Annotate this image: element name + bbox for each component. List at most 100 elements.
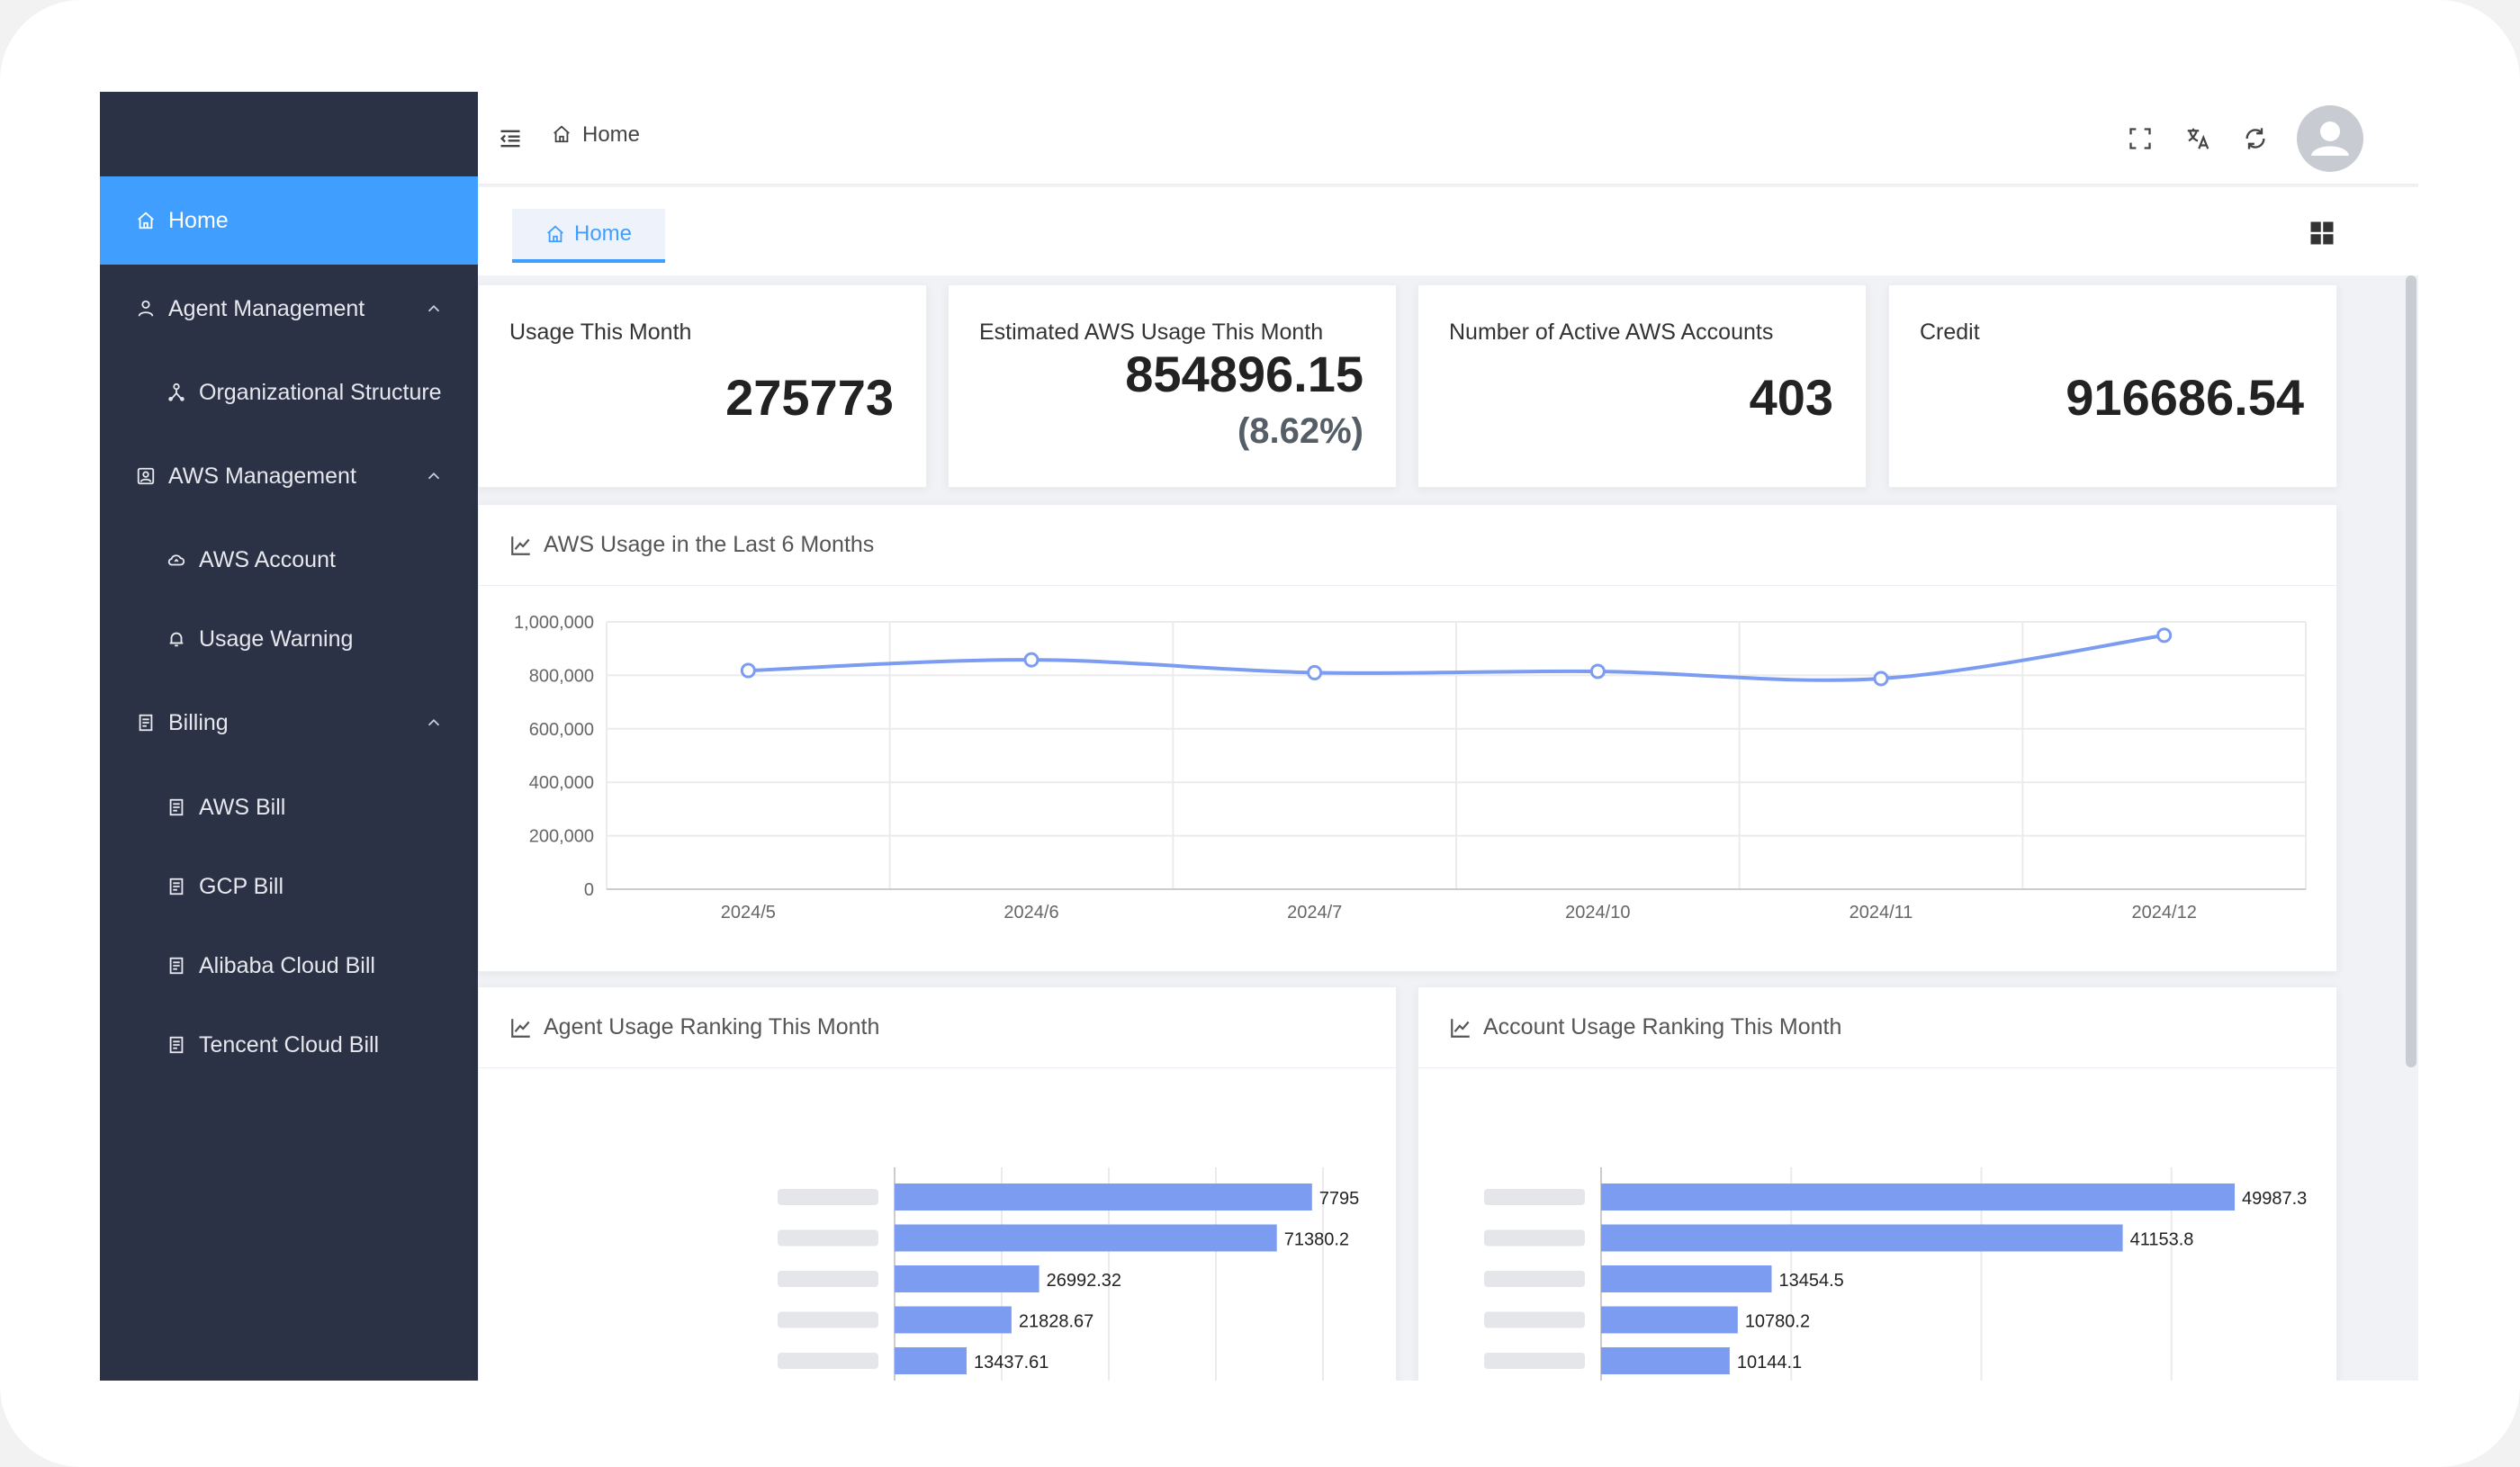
data-label: 13437.61 <box>974 1353 1048 1372</box>
bar <box>1601 1306 1738 1334</box>
content-scrollbar[interactable] <box>2406 275 2416 1067</box>
data-point <box>1023 652 1040 668</box>
x-tick-label: 2024/6 <box>1004 903 1058 922</box>
data-point <box>1873 670 1889 687</box>
panel-title: AWS Usage in the Last 6 Months <box>544 532 875 557</box>
sidebar-item-aws-bill[interactable]: AWS Bill <box>100 763 478 851</box>
stat-percent: (8.62%) <box>1237 411 1364 451</box>
y-tick-label: 400,000 <box>529 773 594 793</box>
tab-home[interactable]: Home <box>512 209 665 263</box>
menu-collapse-icon[interactable] <box>498 126 523 151</box>
sidebar-item-label: Alibaba Cloud Bill <box>199 952 375 978</box>
x-tick-label: 2024/5 <box>721 903 776 922</box>
bar <box>1601 1224 2123 1252</box>
sidebar-item-label: AWS Bill <box>199 794 286 820</box>
panel-header: AWS Usage in the Last 6 Months <box>479 505 2336 586</box>
blurred-category-label <box>778 1229 878 1246</box>
app: Home Agent Management Organizational Str… <box>100 92 2418 1381</box>
sidebar-item-agent-management[interactable]: Agent Management <box>100 265 478 353</box>
sidebar-item-aws-account[interactable]: AWS Account <box>100 516 478 604</box>
stat-title: Number of Active AWS Accounts <box>1449 320 1774 345</box>
blurred-category-label <box>778 1353 878 1369</box>
series-line <box>748 633 2164 682</box>
bar <box>1601 1184 2235 1210</box>
bill-icon <box>134 711 158 734</box>
data-point <box>2156 627 2173 644</box>
agent-ranking-bar-chart: 7795 71380.2 26992.32 21828.67 13437.61 <box>778 1167 1360 1381</box>
sidebar-item-organizational-structure[interactable]: Organizational Structure <box>100 348 478 436</box>
panel-title: Account Usage Ranking This Month <box>1483 1014 1842 1040</box>
bar <box>1601 1347 1730 1374</box>
bill-icon <box>165 954 188 977</box>
sidebar-item-home[interactable]: Home <box>100 176 478 265</box>
data-label: 7795 <box>1319 1189 1360 1209</box>
grid-icon[interactable] <box>2308 220 2336 247</box>
chevron-up-icon[interactable] <box>424 299 444 319</box>
sidebar-item-billing[interactable]: Billing <box>100 679 478 767</box>
sidebar-item-tencent-cloud-bill[interactable]: Tencent Cloud Bill <box>100 1001 478 1089</box>
y-tick-label: 0 <box>584 880 594 900</box>
data-point <box>1307 664 1323 680</box>
sidebar-item-usage-warning[interactable]: Usage Warning <box>100 595 478 683</box>
bill-icon <box>165 796 188 819</box>
translate-icon <box>2187 128 2210 149</box>
agent-ranking-panel: Agent Usage Ranking This Month 7795 71380… <box>478 986 1397 1381</box>
stat-value: 403 <box>1749 369 1833 426</box>
panel-title: Agent Usage Ranking This Month <box>544 1014 880 1040</box>
blurred-category-label <box>1484 1189 1585 1205</box>
y-tick-label: 600,000 <box>529 720 594 740</box>
org-structure-icon <box>165 381 188 404</box>
panel-header: Account Usage Ranking This Month <box>1418 987 2336 1068</box>
stat-card-usage-this-month: Usage This Month 275773 <box>478 284 927 488</box>
stat-value: 854896.15 <box>1125 346 1364 402</box>
blurred-category-label <box>778 1271 878 1287</box>
data-label: 71380.2 <box>1284 1230 1349 1250</box>
breadcrumb-item-home[interactable]: Home <box>582 122 641 147</box>
logo-area <box>100 92 478 176</box>
stat-title: Credit <box>1920 320 1980 345</box>
blurred-category-label <box>1484 1271 1585 1287</box>
bar <box>895 1224 1277 1252</box>
sidebar-item-label: Agent Management <box>168 295 365 321</box>
data-label: 41153.8 <box>2130 1230 2194 1250</box>
data-point <box>740 662 756 679</box>
stat-value: 916686.54 <box>2066 369 2304 426</box>
avatar[interactable] <box>2297 105 2363 172</box>
sidebar-item-alibaba-cloud-bill[interactable]: Alibaba Cloud Bill <box>100 922 478 1010</box>
account-ranking-panel: Account Usage Ranking This Month 49987.3… <box>1418 986 2337 1381</box>
stat-card-active-aws-accounts: Number of Active AWS Accounts 403 <box>1418 284 1867 488</box>
bar <box>1601 1265 1772 1292</box>
stat-card-estimated-aws-usage: Estimated AWS Usage This Month 854896.15… <box>948 284 1397 488</box>
chevron-up-icon[interactable] <box>424 713 444 733</box>
sidebar-item-aws-management[interactable]: AWS Management <box>100 432 478 520</box>
x-tick-label: 2024/11 <box>1850 903 1913 922</box>
tab-label: Home <box>573 221 633 246</box>
sidebar-item-label: Organizational Structure <box>199 379 442 405</box>
bar <box>895 1184 1312 1210</box>
stat-card-credit: Credit 916686.54 <box>1888 284 2337 488</box>
data-label: 26992.32 <box>1047 1271 1121 1291</box>
data-label: 13454.5 <box>1778 1271 1843 1291</box>
line-chart-icon <box>509 1016 533 1040</box>
blurred-category-label <box>778 1311 878 1328</box>
fullscreen-button[interactable] <box>2124 122 2156 155</box>
language-button[interactable] <box>2182 122 2214 155</box>
aws-management-icon <box>134 464 158 488</box>
account-ranking-bar-chart: 49987.3 41153.8 13454.5 10780.2 10144.1 <box>1484 1167 2307 1381</box>
y-tick-label: 1,000,000 <box>514 613 594 633</box>
user-icon <box>134 297 158 320</box>
line-chart-icon <box>509 534 533 557</box>
panel-header: Agent Usage Ranking This Month <box>479 987 1396 1068</box>
sidebar-item-label: GCP Bill <box>199 873 284 899</box>
sidebar-item-gcp-bill[interactable]: GCP Bill <box>100 842 478 931</box>
sidebar-item-label: AWS Management <box>168 463 356 489</box>
chevron-up-icon[interactable] <box>424 466 444 486</box>
sidebar-item-label: Tencent Cloud Bill <box>199 1031 380 1058</box>
x-tick-label: 2024/7 <box>1287 903 1342 922</box>
x-tick-label: 2024/10 <box>1565 903 1630 922</box>
stat-title: Estimated AWS Usage This Month <box>979 320 1324 345</box>
blurred-category-label <box>1484 1311 1585 1328</box>
refresh-button[interactable] <box>2239 122 2272 155</box>
line-chart-icon <box>1449 1016 1472 1040</box>
